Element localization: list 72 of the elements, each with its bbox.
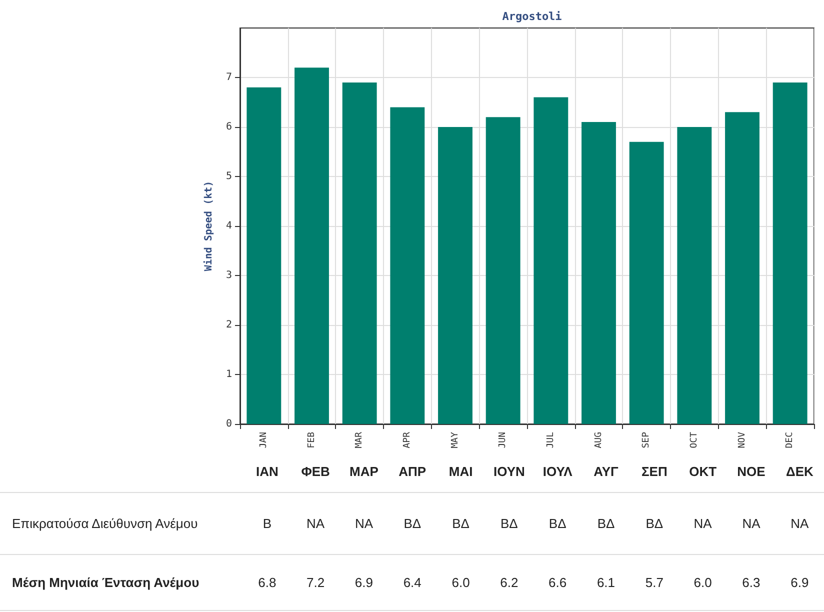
y-tick-label: 6 [226,122,232,132]
text: ΣΕΠ [630,452,679,492]
text: ΒΔ [533,492,582,554]
data-label: 6.2 [484,554,534,610]
bar [582,122,616,424]
bar [390,107,425,424]
text: ΜΑΙ [436,452,485,492]
text: ΜΑΡ [340,452,388,492]
text: ΒΔ [436,492,485,554]
bar [677,127,712,424]
text: ΒΔ [630,492,679,554]
chart-title: Argostoli [502,10,562,23]
data-label: 6.0 [436,554,485,610]
data-label: 6.3 [727,554,776,610]
y-tick-label: 1 [226,369,232,380]
data-label: 6.8 [242,554,292,610]
y-tick-label: 7 [226,72,232,83]
data-label: 6.9 [775,554,824,610]
x-tick-label: MAR [354,431,365,448]
y-tick-label: 0 [226,418,232,430]
text: ΝΑ [678,492,728,554]
x-tick-label: JAN [258,432,269,448]
text: Β [242,492,292,554]
text: ΝΟΕ [727,452,776,492]
text: ΝΑ [727,492,776,554]
data-label: 6.1 [582,554,630,610]
data-label: 6.9 [340,554,388,610]
x-tick-label: SEP [642,431,652,448]
x-tick-label: APR [402,431,412,448]
y-tick-label: 3 [226,270,232,281]
text: ΒΔ [388,492,437,554]
bar [772,82,808,424]
bar [629,142,664,424]
bar [486,117,520,424]
y-axis-title: Wind Speed (kt) [202,180,214,272]
text: ΦΕΒ [291,452,340,492]
text: ΙΑΝ [242,452,292,492]
x-tick-label: NOV [737,431,748,448]
bar [246,87,282,424]
text: Μέση Μηνιαία Ένταση Ανέμου [0,554,243,610]
y-tick-label: 2 [226,320,232,330]
text: ΙΟΥΛ [533,452,582,492]
x-tick-label: JUN [498,432,508,448]
x-tick-label: AUG [594,432,604,448]
x-tick-label: JUL [546,432,556,448]
text: ΑΠΡ [388,452,437,492]
bar [342,82,377,424]
bar [294,68,329,424]
text: ΝΑ [291,492,340,554]
data-label: 5.7 [630,554,679,610]
data-label: 7.2 [291,554,340,610]
y-tick-label: 5 [226,171,232,182]
text: ΟΚΤ [678,452,728,492]
bar [438,127,472,424]
text: ΝΑ [775,492,824,554]
text: ΙΟΥΝ [484,452,534,492]
text: ΝΑ [340,492,388,554]
x-tick-label: DEC [785,432,796,448]
data-label: 6.0 [678,554,728,610]
text: ΒΔ [484,492,534,554]
text: ΒΔ [582,492,630,554]
x-tick-label: OCT [689,431,700,448]
text: ΑΥΓ [582,452,630,492]
text: Επικρατούσα Διεύθυνση Ανέμου [0,492,243,554]
bar [725,112,760,424]
data-label: 6.4 [388,554,437,610]
data-label: 6.6 [533,554,582,610]
bar [534,97,568,424]
y-tick-label: 4 [226,220,232,232]
x-tick-label: FEB [306,432,317,448]
text: ΔΕΚ [775,452,824,492]
x-tick-label: MAY [450,431,460,448]
